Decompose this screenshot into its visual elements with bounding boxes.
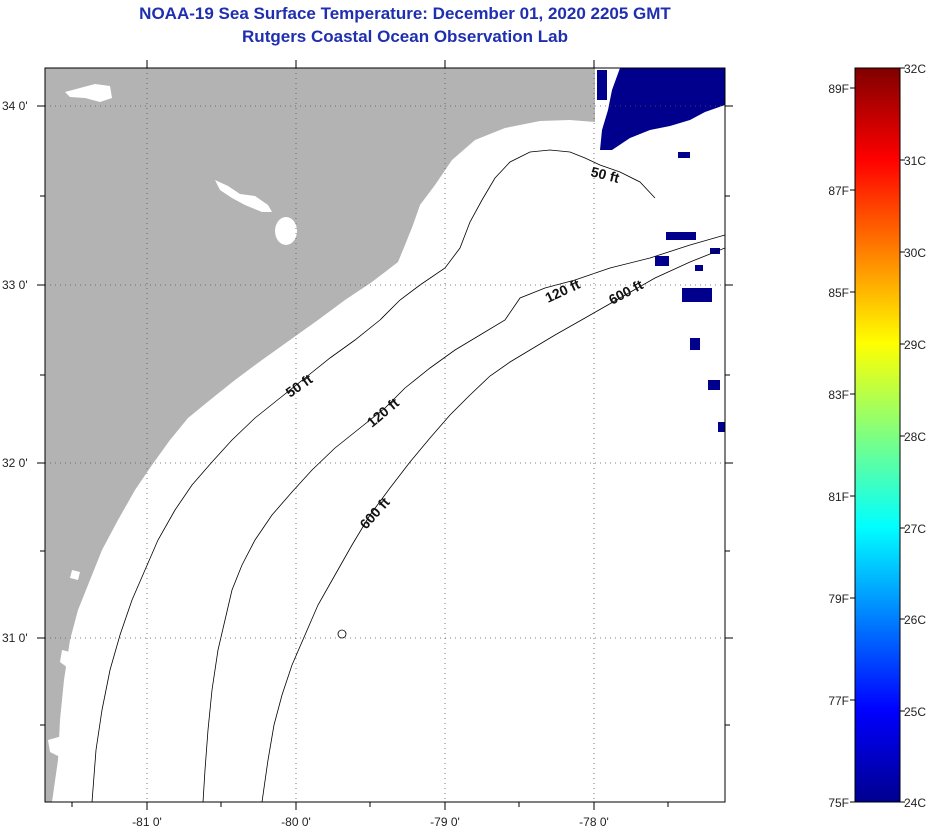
lake — [60, 650, 70, 668]
contour-label: 50 ft — [589, 163, 621, 186]
colorbar-c-label: 31C — [904, 154, 926, 168]
sst-patch — [710, 248, 720, 254]
isobath-600ft-ring — [337, 629, 347, 639]
map-title: NOAA-19 Sea Surface Temperature: Decembe… — [139, 4, 671, 23]
lake — [215, 180, 272, 212]
colorbar-c-label: 29C — [904, 338, 926, 352]
lat-label: 32 0' — [2, 456, 28, 470]
colorbar-c-label: 25C — [904, 705, 926, 719]
colorbar-c-label: 26C — [904, 613, 926, 627]
sst-patch — [666, 232, 696, 240]
colorbar-f-label: 79F — [828, 592, 849, 606]
lake — [70, 570, 80, 580]
sst-patch — [695, 265, 703, 271]
lake — [275, 217, 297, 245]
colorbar-c-label: 32C — [904, 62, 926, 76]
map-panel: 50 ft 50 ft 120 ft 120 ft 600 ft 600 ft — [45, 68, 725, 802]
colorbar-gradient — [854, 67, 901, 803]
colorbar: 32C 31C 30C 29C 28C 27C 26C 25C 24C 89F … — [828, 62, 926, 810]
colorbar-c-label: 24C — [904, 796, 926, 810]
sst-patch — [682, 288, 712, 302]
colorbar-f-label: 85F — [828, 286, 849, 300]
lake — [48, 736, 70, 756]
sst-patch — [655, 256, 669, 266]
axis-ticks — [37, 60, 733, 810]
colorbar-f-label: 77F — [828, 694, 849, 708]
sst-patch — [708, 380, 720, 390]
colorbar-f-label: 83F — [828, 388, 849, 402]
sst-patch — [690, 338, 700, 350]
lon-label: -79 0' — [430, 815, 460, 829]
lat-label: 31 0' — [2, 631, 28, 645]
colorbar-ticks — [850, 67, 905, 803]
isobath-50ft — [91, 149, 656, 802]
map-frame — [44, 67, 726, 803]
colorbar-f-label: 89F — [828, 82, 849, 96]
colorbar-c-label: 30C — [904, 246, 926, 260]
lon-label: -80 0' — [281, 815, 311, 829]
colorbar-f-label: 87F — [828, 184, 849, 198]
map-subtitle: Rutgers Coastal Ocean Observation Lab — [242, 27, 568, 46]
sst-patch — [600, 68, 725, 150]
sst-patch — [597, 70, 607, 100]
graticule — [45, 68, 725, 802]
lat-label: 33 0' — [2, 278, 28, 292]
sst-patch — [678, 152, 690, 158]
isobath-600ft — [261, 247, 725, 802]
lake — [65, 84, 112, 102]
isobath-120ft — [202, 234, 725, 802]
colorbar-c-label: 27C — [904, 522, 926, 536]
lat-label: 34 0' — [2, 99, 28, 113]
colorbar-f-label: 75F — [828, 796, 849, 810]
lon-label: -78 0' — [579, 815, 609, 829]
sst-patch — [718, 422, 725, 432]
lon-label: -81 0' — [132, 815, 162, 829]
colorbar-c-label: 28C — [904, 430, 926, 444]
land — [45, 68, 595, 802]
colorbar-f-label: 81F — [828, 490, 849, 504]
